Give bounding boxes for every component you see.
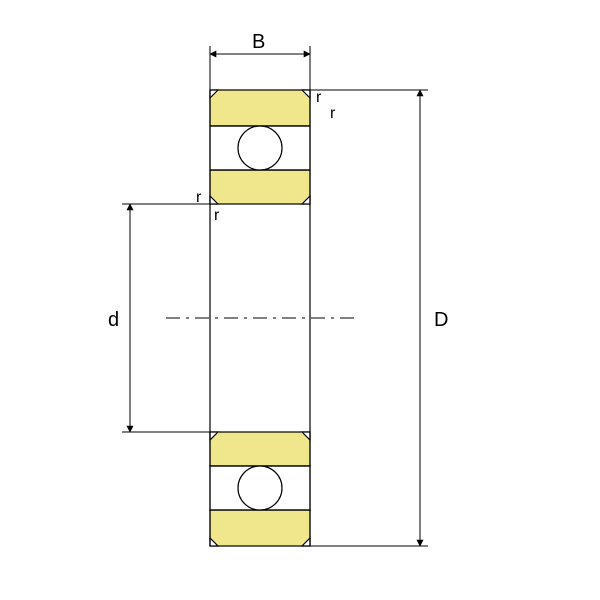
bearing-diagram: B D d r r r r bbox=[0, 0, 600, 600]
dimension-B: B bbox=[210, 31, 310, 90]
dimension-d-inner: d bbox=[108, 204, 210, 432]
label-r-inner-top-b: r bbox=[214, 207, 220, 224]
label-r-outer-top-b: r bbox=[330, 105, 336, 122]
label-r-inner-top-a: r bbox=[196, 189, 202, 206]
label-B: B bbox=[252, 31, 265, 53]
label-d: d bbox=[108, 309, 119, 331]
label-D: D bbox=[434, 309, 448, 331]
label-r-outer-top-a: r bbox=[316, 89, 322, 106]
dimension-D: D bbox=[310, 90, 448, 546]
